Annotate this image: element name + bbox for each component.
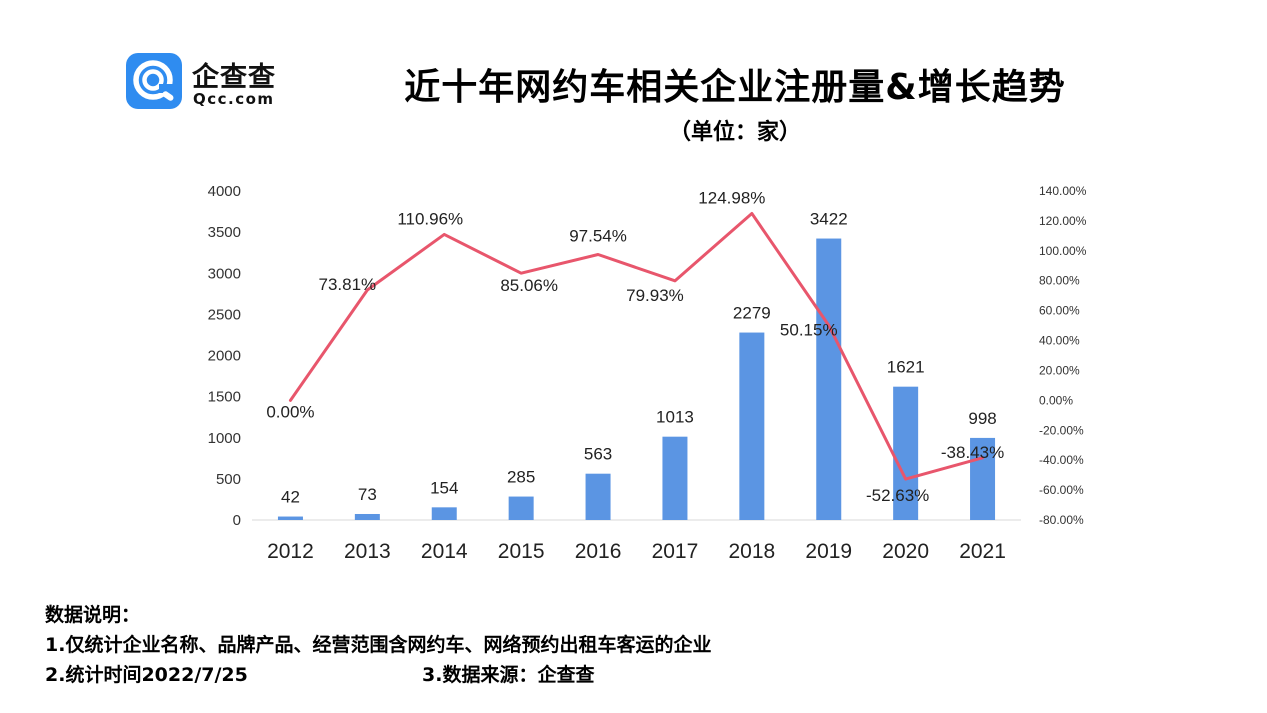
- x-tick-label: 2021: [959, 540, 1006, 563]
- y-right-tick-label: 140.00%: [1039, 184, 1087, 198]
- notes-line-1: 1.仅统计企业名称、品牌产品、经营范围含网约车、网络预约出租车客运的企业: [45, 634, 712, 656]
- y-right-tick-label: -60.00%: [1039, 483, 1084, 497]
- x-tick-label: 2020: [882, 540, 929, 563]
- y-right-tick-label: 80.00%: [1039, 274, 1080, 288]
- line-value-label: -52.63%: [866, 486, 929, 505]
- bar-value-label: 154: [430, 478, 458, 497]
- x-tick-label: 2015: [498, 540, 545, 563]
- bar-value-label: 73: [358, 485, 377, 504]
- line-value-label: 85.06%: [500, 276, 558, 295]
- y-left-tick-label: 0: [233, 512, 241, 529]
- bar-value-label: 3422: [810, 210, 848, 229]
- x-tick-label: 2016: [575, 540, 622, 563]
- chart-subtitle: （单位：家）: [668, 120, 801, 145]
- line-value-label: 50.15%: [780, 320, 838, 339]
- y-left-tick-label: 3000: [208, 265, 241, 282]
- x-tick-label: 2013: [344, 540, 391, 563]
- notes-heading: 数据说明：: [45, 604, 141, 626]
- bar: [277, 516, 303, 520]
- logo-badge: [126, 53, 182, 109]
- y-left-tick-label: 2000: [208, 348, 241, 365]
- x-tick-label: 2019: [805, 540, 852, 563]
- line-value-label: 73.81%: [319, 275, 377, 294]
- y-right-tick-label: 120.00%: [1039, 214, 1087, 228]
- bar-value-label: 563: [584, 445, 612, 464]
- x-tick-label: 2014: [421, 540, 468, 563]
- chart-title: 近十年网约车相关企业注册量&增长趋势: [404, 67, 1066, 108]
- y-left-tick-label: 3500: [208, 224, 241, 241]
- y-right-tick-label: 60.00%: [1039, 304, 1080, 318]
- y-left-tick-label: 4000: [208, 183, 241, 200]
- bar: [662, 436, 688, 520]
- y-left-tick-label: 500: [216, 471, 241, 488]
- line-value-label: 110.96%: [397, 209, 463, 228]
- x-tick-label: 2017: [652, 540, 699, 563]
- y-right-tick-label: 20.00%: [1039, 363, 1080, 377]
- y-right-tick-label: 0.00%: [1039, 393, 1073, 407]
- bar: [739, 332, 765, 520]
- notes-line-2: 2.统计时间2022/7/25: [45, 664, 248, 686]
- line-value-label: 0.00%: [266, 402, 314, 421]
- bar: [893, 386, 919, 520]
- bar-value-label: 1013: [656, 408, 694, 427]
- line-value-label: 124.98%: [698, 188, 765, 207]
- logo-name-en: Qcc.com: [193, 90, 275, 108]
- line-value-label: 79.93%: [626, 286, 684, 305]
- bar-value-label: 285: [507, 468, 535, 487]
- y-left-tick-label: 1000: [208, 430, 241, 447]
- y-right-tick-label: -20.00%: [1039, 423, 1084, 437]
- growth-rate-line: [288, 211, 985, 481]
- logo-name-cn: 企查查: [192, 62, 276, 93]
- bar-value-label: 998: [968, 409, 996, 428]
- notes-line-3: 3.数据来源：企查查: [422, 664, 595, 686]
- bar: [354, 513, 380, 520]
- x-tick-label: 2012: [267, 540, 314, 563]
- bar: [431, 507, 457, 520]
- y-right-tick-label: -40.00%: [1039, 453, 1084, 467]
- y-right-tick-label: 100.00%: [1039, 244, 1087, 258]
- y-left-tick-label: 2500: [208, 306, 241, 323]
- bar: [970, 437, 996, 520]
- line-value-label: -38.43%: [941, 443, 1004, 462]
- x-tick-label: 2018: [728, 540, 775, 563]
- data-notes: 数据说明： 1.仅统计企业名称、品牌产品、经营范围含网约车、网络预约出租车客运的…: [45, 600, 711, 690]
- y-right-tick-label: -80.00%: [1039, 513, 1084, 527]
- line-value-label: 97.54%: [569, 226, 627, 245]
- logo-mark-icon: [133, 60, 177, 101]
- bar: [585, 473, 611, 520]
- bar-value-label: 1621: [887, 358, 925, 377]
- bar-value-label: 42: [281, 488, 300, 507]
- y-left-tick-label: 1500: [208, 389, 241, 406]
- y-right-tick-label: 40.00%: [1039, 334, 1080, 348]
- bar: [508, 496, 534, 520]
- bar: [816, 238, 842, 520]
- bar-value-label: 2279: [733, 304, 771, 323]
- brand-logo: 企查查 Qcc.com: [126, 53, 306, 109]
